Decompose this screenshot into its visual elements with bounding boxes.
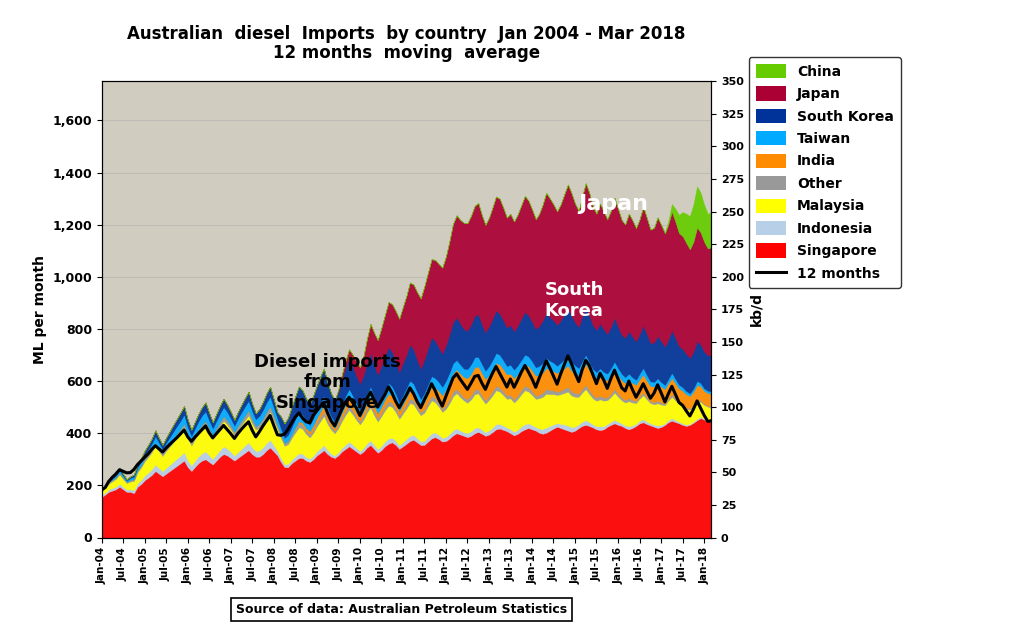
Text: Diesel imports
from
Singapore: Diesel imports from Singapore [254, 352, 400, 412]
Text: Japan: Japan [579, 194, 648, 214]
Text: Australian  diesel  Imports  by country  Jan 2004 - Mar 2018: Australian diesel Imports by country Jan… [127, 26, 686, 43]
Legend: China, Japan, South Korea, Taiwan, India, Other, Malaysia, Indonesia, Singapore,: China, Japan, South Korea, Taiwan, India… [749, 57, 901, 288]
Y-axis label: ML per month: ML per month [33, 255, 47, 364]
Text: Source of data: Australian Petroleum Statistics: Source of data: Australian Petroleum Sta… [236, 602, 567, 616]
Text: South
Korea: South Korea [545, 281, 604, 319]
Text: 12 months  moving  average: 12 months moving average [273, 44, 539, 62]
Y-axis label: kb/d: kb/d [750, 292, 764, 326]
